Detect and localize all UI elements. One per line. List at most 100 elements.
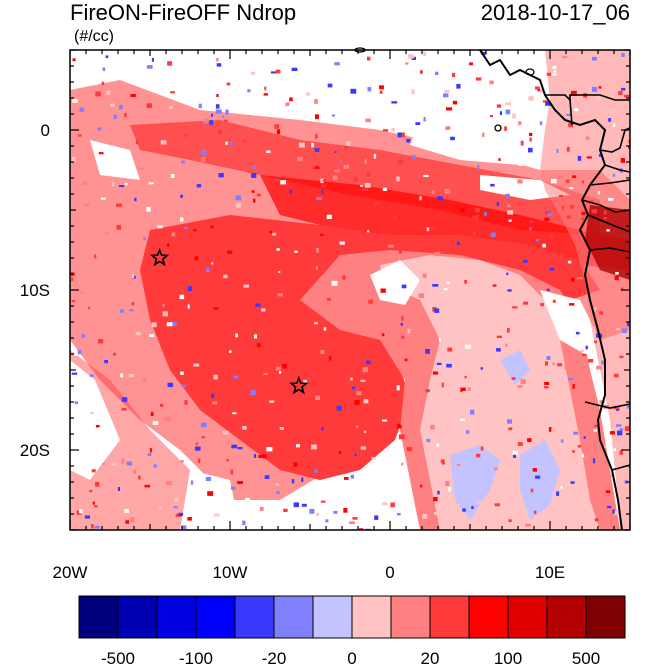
speckle-pixel bbox=[213, 513, 220, 517]
land-tint bbox=[540, 50, 630, 530]
speckle-pixel bbox=[180, 460, 184, 463]
speckle-pixel bbox=[311, 444, 317, 450]
speckle-pixel bbox=[362, 188, 369, 191]
speckle-pixel bbox=[380, 288, 386, 293]
speckle-pixel bbox=[275, 483, 279, 486]
speckle-pixel bbox=[121, 407, 127, 411]
colorbar-swatch bbox=[312, 595, 353, 639]
speckle-pixel bbox=[91, 469, 96, 473]
speckle-pixel bbox=[253, 198, 256, 203]
speckle-pixel bbox=[445, 237, 450, 242]
speckle-pixel bbox=[496, 202, 500, 207]
speckle-pixel bbox=[279, 427, 284, 430]
speckle-pixel bbox=[556, 148, 559, 153]
speckle-pixel bbox=[218, 173, 224, 178]
speckle-pixel bbox=[301, 477, 304, 482]
speckle-pixel bbox=[528, 147, 533, 153]
speckle-pixel bbox=[314, 321, 318, 325]
speckle-pixel bbox=[325, 519, 329, 523]
speckle-pixel bbox=[568, 378, 574, 380]
speckle-pixel bbox=[407, 328, 411, 334]
speckle-pixel bbox=[601, 107, 604, 111]
field-north-band bbox=[130, 120, 600, 235]
speckle-pixel bbox=[508, 219, 512, 222]
speckle-pixel bbox=[594, 307, 597, 311]
speckle-pixel bbox=[493, 467, 498, 471]
speckle-pixel bbox=[225, 141, 228, 145]
speckle-pixel bbox=[183, 133, 188, 137]
speckle-pixel bbox=[256, 343, 261, 348]
speckle-pixel bbox=[610, 431, 615, 435]
speckle-pixel bbox=[393, 215, 397, 220]
speckle-pixel bbox=[551, 178, 557, 184]
speckle-pixel bbox=[580, 349, 584, 352]
speckle-pixel bbox=[235, 333, 238, 338]
speckle-pixel bbox=[256, 193, 261, 197]
speckle-pixel bbox=[492, 284, 497, 287]
speckle-pixel bbox=[401, 316, 404, 321]
speckle-pixel bbox=[524, 189, 529, 193]
speckle-pixel bbox=[569, 303, 575, 306]
speckle-pixel bbox=[207, 491, 214, 496]
speckle-pixel bbox=[434, 512, 438, 515]
speckle-pixel bbox=[475, 207, 480, 213]
country-borders bbox=[545, 94, 631, 471]
speckle-pixel bbox=[215, 109, 222, 114]
speckle-pixel bbox=[359, 528, 364, 530]
speckle-pixel bbox=[146, 103, 152, 109]
speckle-pixel bbox=[446, 363, 452, 368]
speckle-pixel bbox=[507, 204, 511, 208]
speckle-pixel bbox=[222, 115, 225, 118]
speckle-pixel bbox=[612, 509, 615, 514]
speckle-pixel bbox=[452, 72, 456, 77]
speckle-pixel bbox=[419, 196, 422, 201]
speckle-pixel bbox=[529, 220, 534, 224]
speckle-pixel bbox=[371, 457, 377, 460]
speckle-pixel bbox=[517, 385, 523, 388]
speckle-pixel bbox=[422, 513, 428, 519]
speckle-pixel bbox=[187, 517, 192, 521]
speckle-pixel bbox=[581, 353, 587, 356]
speckle-pixel bbox=[268, 77, 271, 82]
speckle-pixel bbox=[624, 426, 630, 431]
speckle-pixel bbox=[311, 142, 314, 148]
speckle-pixel bbox=[264, 86, 267, 91]
speckle-pixel bbox=[469, 62, 473, 66]
speckle-pixel bbox=[254, 334, 257, 339]
speckle-pixel bbox=[618, 90, 623, 96]
speckle-pixel bbox=[412, 71, 417, 76]
speckle-pixel bbox=[316, 248, 319, 253]
speckle-pixel bbox=[276, 248, 280, 251]
speckle-pixel bbox=[396, 385, 400, 391]
speckle-pixel bbox=[567, 260, 572, 264]
speckle-pixel bbox=[71, 300, 76, 303]
speckle-pixel bbox=[402, 109, 407, 113]
speckle-pixel bbox=[129, 309, 134, 312]
speckle-pixel bbox=[397, 512, 401, 516]
star-marker-icon bbox=[289, 375, 309, 395]
speckle-pixel bbox=[223, 274, 228, 279]
speckle-pixel bbox=[465, 430, 470, 434]
speckle-pixel bbox=[157, 225, 163, 229]
speckle-pixel bbox=[529, 137, 532, 142]
speckle-pixel bbox=[545, 101, 551, 106]
speckle-pixel bbox=[253, 454, 257, 458]
speckle-pixel bbox=[237, 447, 243, 450]
speckle-pixel bbox=[269, 400, 275, 403]
speckle-pixel bbox=[229, 142, 233, 146]
speckle-pixel bbox=[315, 134, 318, 139]
speckle-pixel bbox=[282, 363, 287, 369]
speckle-pixel bbox=[368, 299, 373, 304]
speckle-pixel bbox=[364, 159, 367, 164]
speckle-pixel bbox=[517, 179, 523, 184]
colorbar-swatch bbox=[234, 595, 275, 639]
speckle-pixel bbox=[120, 373, 123, 378]
speckle-pixel bbox=[440, 459, 445, 464]
speckle-pixel bbox=[620, 287, 624, 291]
speckle-pixel bbox=[353, 176, 358, 182]
speckle-pixel bbox=[551, 73, 557, 76]
speckle-pixel bbox=[98, 338, 104, 344]
speckle-pixel bbox=[74, 401, 78, 405]
speckle-pixel bbox=[432, 284, 439, 287]
speckle-pixel bbox=[235, 202, 242, 208]
